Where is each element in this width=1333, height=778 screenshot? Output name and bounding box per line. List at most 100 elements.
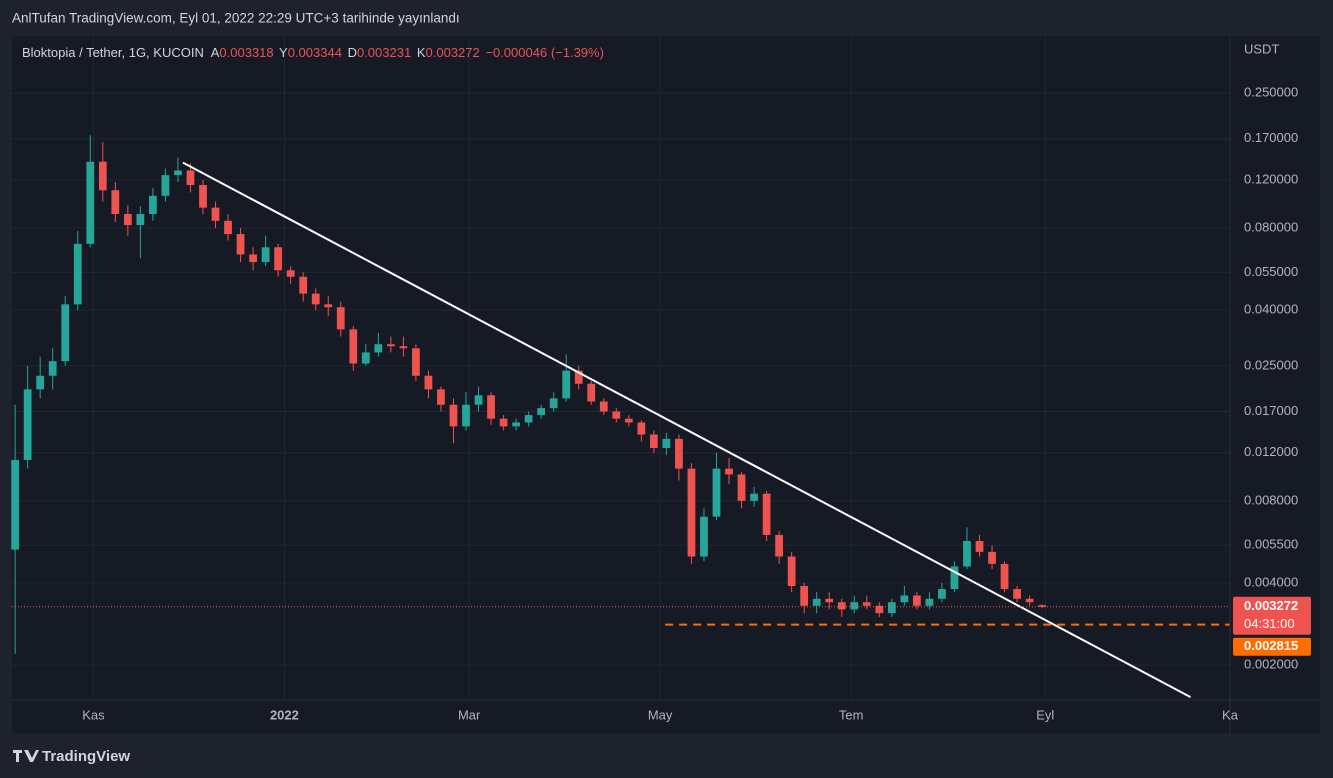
candle-body xyxy=(900,595,909,603)
candle-body xyxy=(412,348,420,376)
y-tick-label: 0.008000 xyxy=(1244,492,1298,507)
logo-icon xyxy=(13,750,39,762)
x-tick-label: Kas xyxy=(82,707,105,722)
candle-body xyxy=(837,602,846,610)
footer-brand: TradingView xyxy=(42,748,130,765)
candle-body xyxy=(474,395,483,405)
candle-body xyxy=(1025,598,1034,603)
legend-change-pct: (−1.39%) xyxy=(551,45,604,60)
candle-body xyxy=(224,220,232,235)
candle-body xyxy=(537,408,546,416)
candle-body xyxy=(524,415,533,423)
candle-body xyxy=(386,344,395,347)
overlay xyxy=(12,161,1230,698)
candle-body xyxy=(812,598,821,606)
candle-body xyxy=(637,422,646,435)
candle-body xyxy=(1013,589,1021,599)
candle-body xyxy=(361,352,370,364)
legend-symbol: Bloktopia / Tether, 1G, KUCOIN xyxy=(22,45,204,60)
candle-body xyxy=(211,207,220,221)
candle-body xyxy=(737,474,746,501)
candle-body xyxy=(324,304,333,308)
candles xyxy=(11,135,1047,654)
level-price-label: 0.002815 xyxy=(1244,638,1298,653)
candle-body xyxy=(111,190,120,215)
candle-body xyxy=(624,418,633,423)
candle-body xyxy=(725,468,733,475)
y-tick-label: 0.017000 xyxy=(1244,403,1298,418)
header-title: AnlTufan TradingView.com, Eyl 01, 2022 2… xyxy=(12,11,460,26)
candle-body xyxy=(499,418,508,427)
legend-high: 0.003344 xyxy=(288,45,342,60)
y-tick-label: 0.005500 xyxy=(1244,537,1298,552)
candle-body xyxy=(612,411,621,419)
candle-body xyxy=(349,329,358,364)
candle-body xyxy=(36,375,45,390)
candle-body xyxy=(925,598,934,606)
y-tick-label: 0.012000 xyxy=(1244,444,1298,459)
candle-body xyxy=(913,595,921,606)
candle-body xyxy=(862,602,871,606)
candle-body xyxy=(750,493,758,501)
candle-body xyxy=(975,541,984,552)
candle-body xyxy=(1000,563,1009,590)
candle-body xyxy=(887,602,896,614)
candle-body xyxy=(136,214,145,226)
candle-body xyxy=(336,307,345,330)
trend-line xyxy=(182,161,1192,698)
x-tick-label: Tem xyxy=(839,707,864,722)
footer-logo: TradingView xyxy=(13,748,130,765)
y-tick-label: 0.080000 xyxy=(1244,219,1298,234)
candle-body xyxy=(161,175,170,196)
candle-body xyxy=(236,234,245,255)
y-tick-label: 0.250000 xyxy=(1244,84,1298,99)
candle-body xyxy=(662,438,671,448)
candle-body xyxy=(149,195,157,215)
candle-body xyxy=(48,361,57,376)
candle-body xyxy=(86,161,95,244)
candle-body xyxy=(199,185,207,208)
candle-body xyxy=(1038,605,1047,607)
candle-body xyxy=(174,170,182,176)
candle-body xyxy=(311,293,320,305)
candle-body xyxy=(963,541,971,567)
candle-body xyxy=(574,370,583,384)
candle-body xyxy=(437,389,445,405)
candle-body xyxy=(274,247,283,271)
candle-body xyxy=(587,383,596,402)
y-unit: USDT xyxy=(1244,41,1279,56)
candle-body xyxy=(123,214,132,226)
current-price-label: 0.003272 xyxy=(1244,598,1298,613)
candle-body xyxy=(512,422,520,427)
legend-high-label: Y xyxy=(279,45,288,60)
x-tick-label: Ka xyxy=(1222,707,1239,722)
candle-body xyxy=(261,247,270,263)
candle-body xyxy=(712,468,721,517)
legend-change: −0.000046 xyxy=(485,45,547,60)
candle-body xyxy=(649,434,658,448)
candle-body xyxy=(449,404,458,427)
candle-body xyxy=(462,404,470,427)
candle-body xyxy=(562,370,571,399)
y-tick-label: 0.170000 xyxy=(1244,130,1298,145)
candle-body xyxy=(186,170,195,186)
candle-body xyxy=(700,516,708,557)
candle-body xyxy=(800,585,809,606)
candle-body xyxy=(599,401,608,412)
y-tick-label: 0.002000 xyxy=(1244,657,1298,672)
legend-low-label: D xyxy=(348,45,357,60)
y-tick-label: 0.120000 xyxy=(1244,171,1298,186)
candle-body xyxy=(249,254,257,263)
candle-body xyxy=(11,459,20,550)
candle-body xyxy=(775,534,784,557)
candle-body xyxy=(98,161,107,191)
legend: Bloktopia / Tether, 1G, KUCOIN A0.003318… xyxy=(22,45,604,60)
candle-body xyxy=(399,346,408,349)
x-tick-label: Eyl xyxy=(1036,707,1054,722)
level-price-box xyxy=(1233,637,1311,656)
candle-body xyxy=(875,605,884,614)
candle-body xyxy=(988,551,996,564)
legend-close: 0.003272 xyxy=(426,45,480,60)
